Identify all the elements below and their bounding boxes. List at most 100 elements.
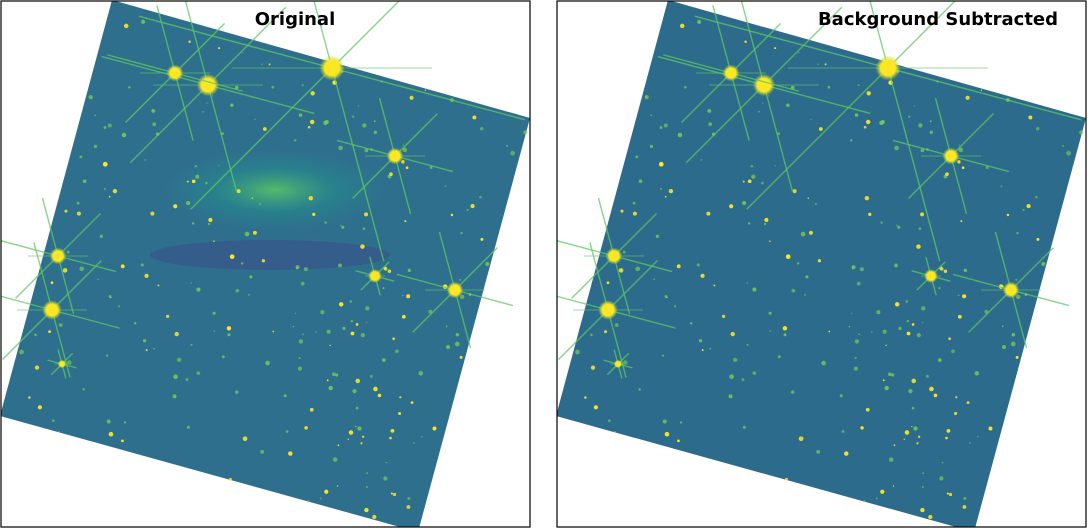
source: [338, 263, 342, 268]
source: [174, 331, 179, 337]
diffraction-spike: [394, 155, 412, 215]
source: [911, 378, 917, 384]
source: [1016, 294, 1021, 300]
star: [722, 64, 740, 82]
source: [922, 321, 924, 324]
source: [1010, 341, 1016, 347]
source: [76, 201, 80, 205]
source: [260, 450, 265, 454]
star: [613, 359, 623, 369]
source: [19, 349, 24, 355]
source: [347, 438, 350, 441]
source: [884, 385, 889, 391]
source: [798, 436, 804, 442]
source: [817, 259, 822, 263]
source: [360, 442, 363, 445]
source: [357, 105, 360, 107]
source: [593, 405, 598, 410]
source: [79, 266, 85, 272]
source: [911, 323, 915, 326]
source: [674, 305, 677, 308]
source: [810, 118, 812, 121]
source: [218, 47, 221, 50]
source: [815, 203, 817, 205]
diffraction-spike: [663, 54, 732, 74]
source: [309, 119, 315, 125]
source: [283, 394, 287, 398]
diffraction-spike: [51, 309, 71, 378]
diffraction-spike: [51, 260, 102, 311]
source: [407, 268, 412, 273]
source: [974, 371, 980, 376]
source: [684, 85, 687, 89]
source: [677, 132, 683, 138]
source: [332, 457, 338, 462]
source: [679, 421, 683, 424]
source: [301, 84, 304, 87]
source: [128, 85, 131, 89]
star: [446, 281, 464, 299]
source: [913, 105, 916, 107]
source: [774, 47, 777, 50]
source: [364, 212, 369, 217]
source: [922, 486, 924, 488]
source: [782, 326, 788, 331]
source: [963, 268, 968, 273]
source: [361, 435, 365, 438]
panel-background-subtracted: [557, 1, 1086, 527]
diffraction-spike: [557, 295, 609, 311]
source: [173, 374, 178, 380]
source: [212, 95, 214, 97]
source: [106, 419, 111, 424]
source: [34, 365, 40, 370]
source: [916, 244, 921, 249]
source: [460, 294, 465, 300]
source: [584, 396, 587, 399]
diffraction-spike: [57, 255, 75, 315]
star: [942, 147, 960, 165]
source: [898, 326, 902, 331]
source: [88, 95, 93, 100]
source: [828, 330, 831, 333]
diffraction-spike: [730, 72, 799, 92]
source: [632, 201, 636, 205]
diffraction-spike: [994, 231, 1012, 291]
source: [905, 300, 909, 303]
diffraction-spike: [1, 295, 53, 311]
source: [218, 165, 220, 167]
source: [144, 159, 147, 161]
source: [310, 91, 315, 96]
source: [1015, 355, 1019, 359]
source: [966, 401, 970, 404]
source: [655, 234, 660, 238]
source: [406, 294, 411, 299]
source: [303, 267, 308, 272]
source: [262, 127, 267, 131]
source: [360, 244, 365, 249]
source: [385, 461, 388, 464]
source: [742, 201, 747, 206]
source: [52, 419, 55, 422]
source: [742, 180, 745, 183]
source: [390, 492, 393, 495]
source: [821, 360, 826, 366]
diffraction-spike: [694, 15, 889, 69]
source: [485, 261, 490, 267]
diffraction-spike: [1010, 289, 1028, 349]
source: [708, 122, 712, 127]
source: [48, 330, 52, 334]
diffraction-spike: [378, 97, 396, 157]
source: [606, 281, 610, 285]
source: [946, 492, 949, 495]
source: [480, 127, 484, 131]
source: [800, 231, 806, 237]
source: [362, 123, 367, 128]
source: [786, 103, 790, 107]
source: [860, 426, 864, 430]
dark-band: [150, 240, 390, 270]
source: [851, 265, 856, 270]
source: [459, 278, 462, 281]
source: [880, 120, 885, 124]
source: [297, 366, 303, 371]
source: [196, 371, 201, 375]
